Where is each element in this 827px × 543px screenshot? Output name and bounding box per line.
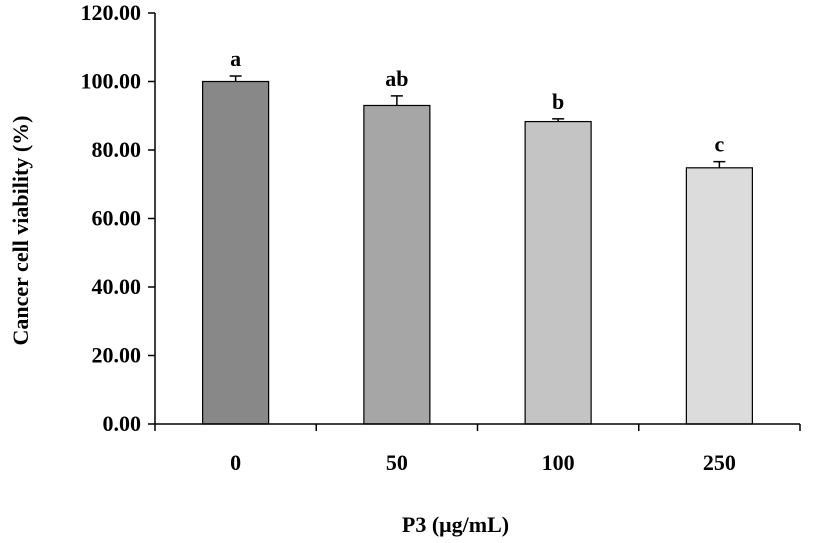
y-tick-label: 60.00 xyxy=(92,206,142,231)
x-tick-label: 0 xyxy=(230,450,241,475)
bar-50 xyxy=(363,104,431,425)
x-tick-label: 100 xyxy=(542,450,575,475)
y-axis-label: Cancer cell viability (%) xyxy=(8,116,33,346)
x-tick-label: 250 xyxy=(703,450,736,475)
x-axis-ticks: 0 50 100 250 xyxy=(154,424,801,475)
significance-label: c xyxy=(714,132,724,157)
significance-label: a xyxy=(230,46,241,71)
y-tick-label: 120.00 xyxy=(81,0,142,25)
bar-250 xyxy=(685,167,753,425)
y-tick-label: 100.00 xyxy=(81,69,142,94)
y-tick-label: 40.00 xyxy=(92,274,142,299)
significance-labels: a ab b c xyxy=(230,46,724,157)
error-bars xyxy=(229,75,726,168)
x-tick-label: 50 xyxy=(386,450,408,475)
x-axis-label: P3 (μg/mL) xyxy=(402,512,509,537)
y-axis-ticks: 0.00 20.00 40.00 60.00 80.00 100.00 120.00 xyxy=(81,0,155,436)
bar-100 xyxy=(524,120,592,425)
y-tick-label: 0.00 xyxy=(103,411,142,436)
bars xyxy=(202,80,753,425)
y-tick-label: 20.00 xyxy=(92,343,142,368)
y-tick-label: 80.00 xyxy=(92,137,142,162)
significance-label: b xyxy=(552,89,564,114)
bar-0 xyxy=(202,80,270,425)
significance-label: ab xyxy=(385,66,408,91)
